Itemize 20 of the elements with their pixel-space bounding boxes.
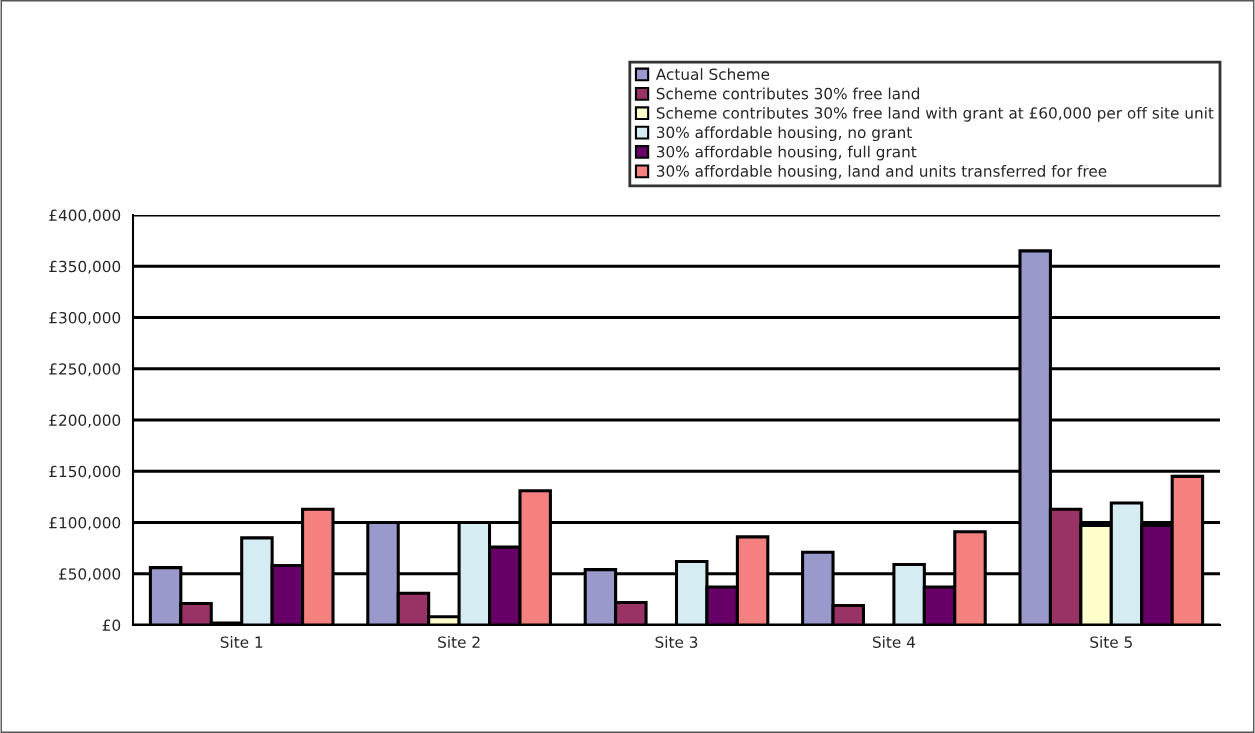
legend-label: Scheme contributes 30% free land with grant at £60,000 per off site unit [656, 106, 1214, 122]
legend-label: Actual Scheme [655, 68, 770, 81]
x-tick-label: Site 3 [655, 636, 698, 648]
legend-label: 30% affordable housing, full grant [656, 145, 917, 161]
legend-label: 30% affordable housing, no grant [656, 126, 912, 142]
y-tick-label: £150,000 [49, 465, 121, 479]
y-tick-label: £300,000 [49, 311, 121, 326]
x-tick-label: Site 5 [1090, 636, 1132, 648]
y-tick-label: £100,000 [49, 516, 121, 531]
legend-label: 30% affordable housing, land and units transferred for free [656, 165, 1107, 180]
x-tick-label: Site 1 [220, 636, 263, 648]
y-tick-label: £250,000 [49, 363, 121, 377]
y-tick-label: £50,000 [58, 568, 121, 582]
x-tick-label: Site 4 [872, 636, 915, 648]
y-tick-label: £400,000 [49, 209, 121, 223]
legend-label: Scheme contributes 30% free land [656, 87, 920, 100]
y-tick-label: £200,000 [49, 414, 121, 428]
y-tick-label: £350,000 [49, 260, 121, 274]
y-tick-label: £0 [102, 619, 121, 632]
x-tick-label: Site 2 [438, 636, 480, 648]
